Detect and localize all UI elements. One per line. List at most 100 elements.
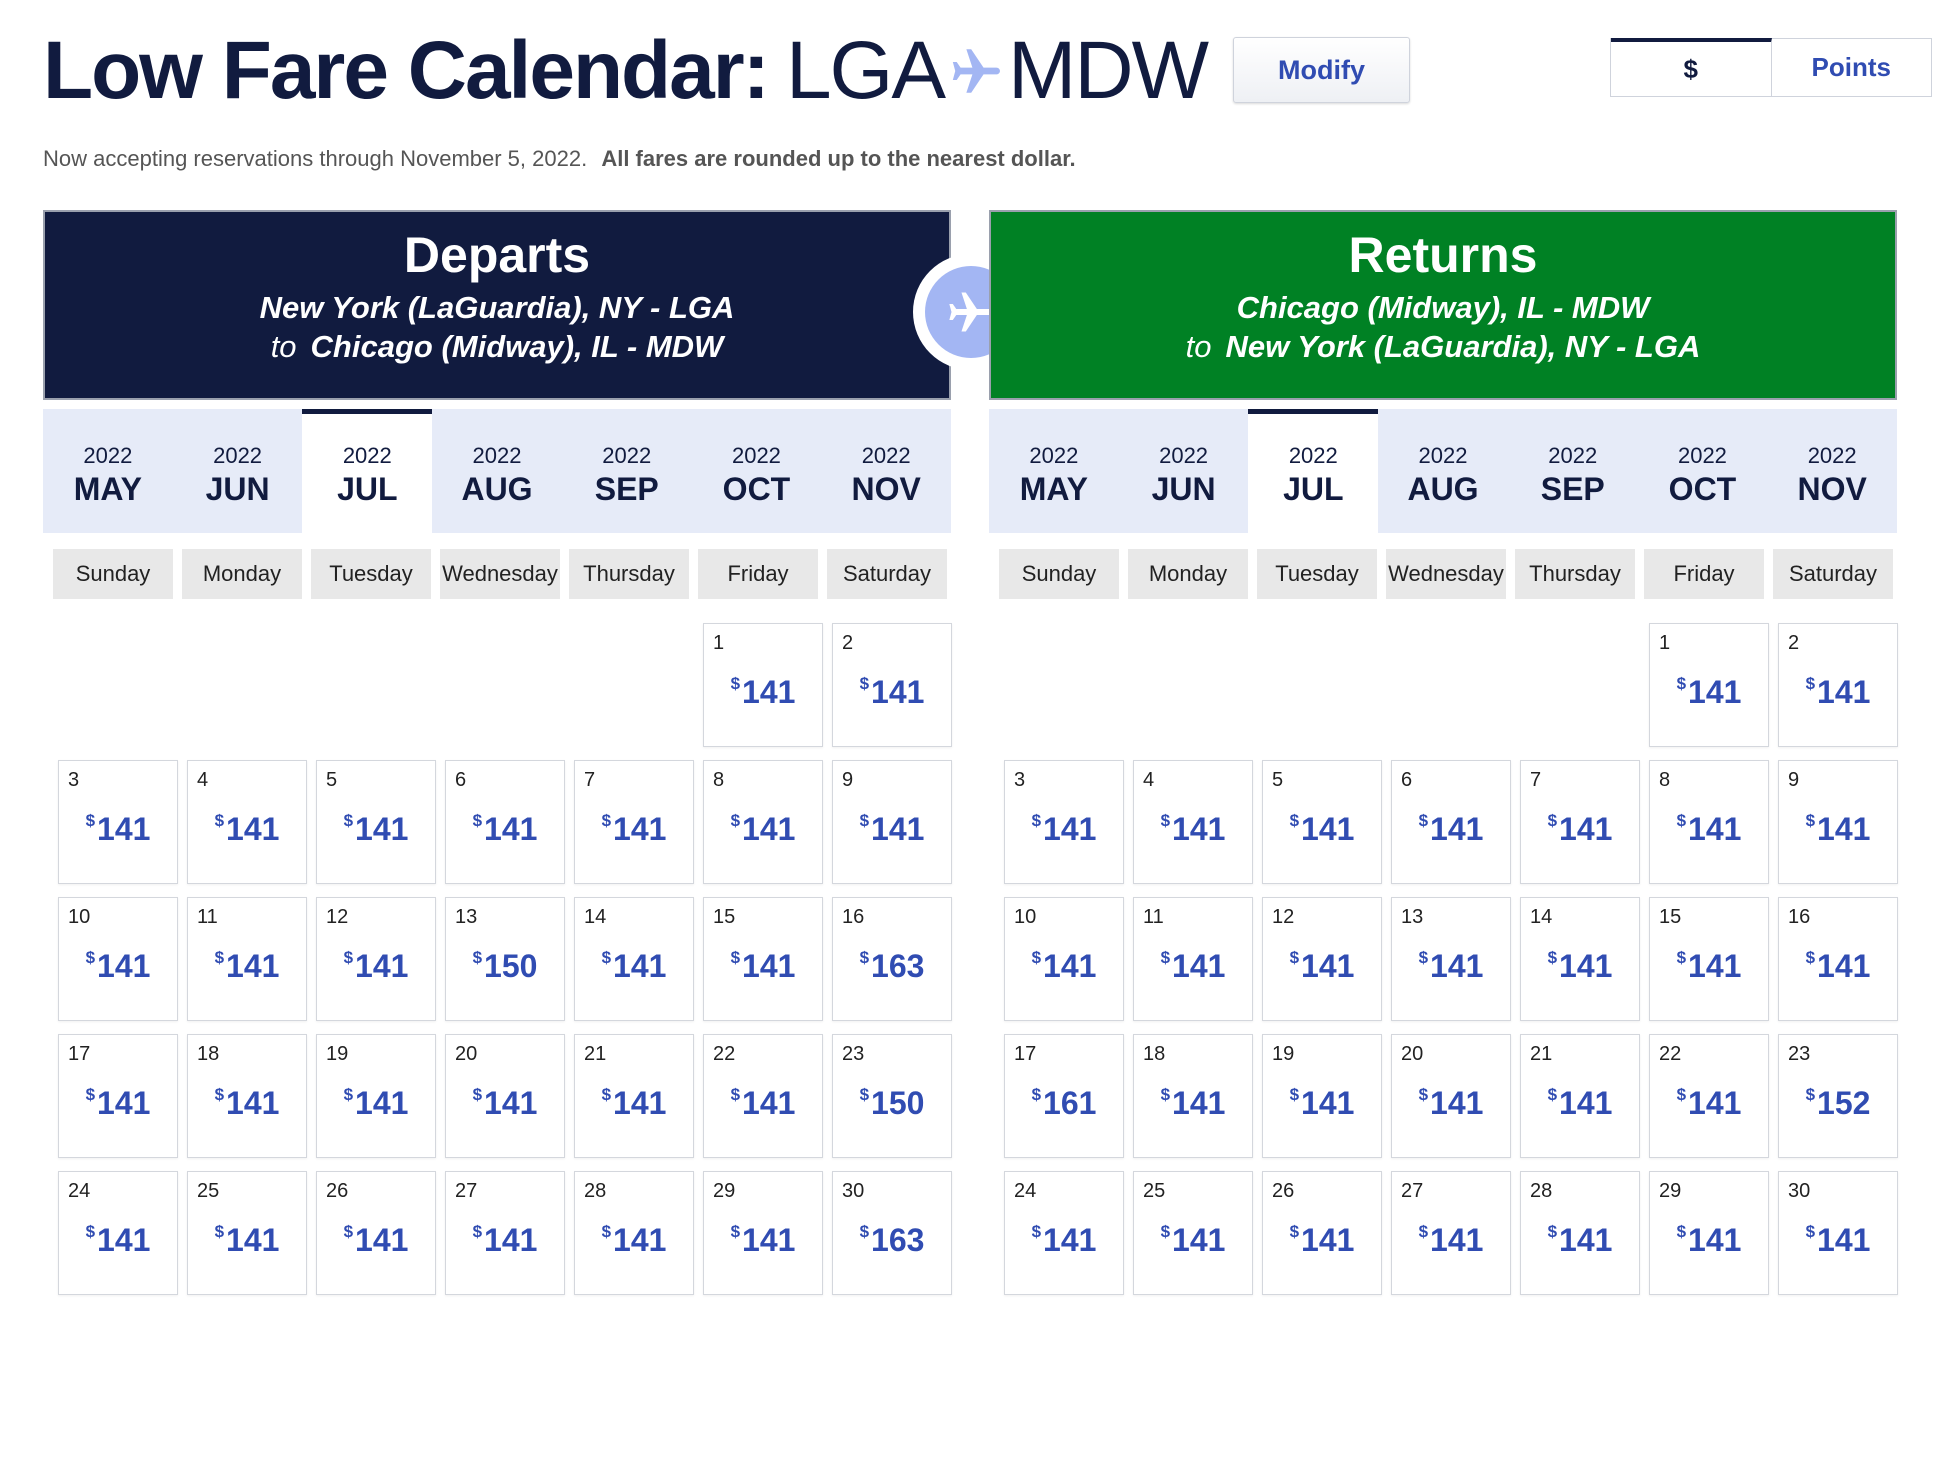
calendar-day[interactable]: 4 $141 <box>1133 760 1253 884</box>
calendar-day[interactable]: 20 $141 <box>445 1034 565 1158</box>
calendar-day[interactable]: 2 $141 <box>1778 623 1898 747</box>
calendar-day[interactable]: 28 $141 <box>574 1171 694 1295</box>
calendar-day[interactable]: 10 $141 <box>58 897 178 1021</box>
calendar-day[interactable]: 11 $141 <box>187 897 307 1021</box>
calendar-day[interactable]: 24 $141 <box>1004 1171 1124 1295</box>
points-option[interactable]: Points <box>1811 52 1891 82</box>
calendar-day[interactable]: 23 $150 <box>832 1034 952 1158</box>
calendar-day[interactable]: 17 $161 <box>1004 1034 1124 1158</box>
currency-symbol: $ <box>85 1222 96 1241</box>
calendar-day[interactable]: 24 $141 <box>58 1171 178 1295</box>
fare-price: $141 <box>1650 811 1768 848</box>
month-tab-oct[interactable]: 2022 OCT <box>692 409 822 533</box>
calendar-day[interactable]: 21 $141 <box>1520 1034 1640 1158</box>
calendar-day[interactable]: 25 $141 <box>1133 1171 1253 1295</box>
fare-amount: 141 <box>1430 1222 1484 1258</box>
calendar-day[interactable]: 3 $141 <box>1004 760 1124 884</box>
day-number: 6 <box>455 769 467 791</box>
calendar-day[interactable]: 22 $141 <box>703 1034 823 1158</box>
calendar-blank <box>1391 623 1511 747</box>
calendar-day[interactable]: 14 $141 <box>574 897 694 1021</box>
month-tab-aug[interactable]: 2022 AUG <box>432 409 562 533</box>
calendar-day[interactable]: 15 $141 <box>1649 897 1769 1021</box>
calendar-day[interactable]: 29 $141 <box>1649 1171 1769 1295</box>
month-tab-label: NOV <box>1797 471 1867 507</box>
calendar-day[interactable]: 26 $141 <box>316 1171 436 1295</box>
calendar-day[interactable]: 7 $141 <box>574 760 694 884</box>
calendar-day[interactable]: 19 $141 <box>316 1034 436 1158</box>
currency-symbol: $ <box>601 1085 612 1104</box>
calendar-day[interactable]: 16 $141 <box>1778 897 1898 1021</box>
calendar-day[interactable]: 28 $141 <box>1520 1171 1640 1295</box>
fare-amount: 141 <box>1688 811 1742 847</box>
month-tab-sep[interactable]: 2022 SEP <box>562 409 692 533</box>
calendar-day[interactable]: 2 $141 <box>832 623 952 747</box>
month-tab-jul[interactable]: 2022 JUL <box>1248 409 1379 533</box>
weekday-monday: Monday <box>182 549 302 599</box>
fare-amount: 141 <box>1043 811 1097 847</box>
month-tab-nov[interactable]: 2022 NOV <box>821 409 951 533</box>
departs-weekday-header: Sunday Monday Tuesday Wednesday Thursday Frid… <box>53 549 951 599</box>
calendar-day[interactable]: 6 $141 <box>1391 760 1511 884</box>
month-tab-nov[interactable]: 2022 NOV <box>1767 409 1897 533</box>
calendar-day[interactable]: 30 $141 <box>1778 1171 1898 1295</box>
calendar-day[interactable]: 30 $163 <box>832 1171 952 1295</box>
calendar-day[interactable]: 1 $141 <box>1649 623 1769 747</box>
calendar-day[interactable]: 13 $150 <box>445 897 565 1021</box>
month-tab-jun[interactable]: 2022 JUN <box>173 409 303 533</box>
month-tab-oct[interactable]: 2022 OCT <box>1638 409 1768 533</box>
month-tab-jun[interactable]: 2022 JUN <box>1119 409 1249 533</box>
calendar-day[interactable]: 15 $141 <box>703 897 823 1021</box>
calendar-day[interactable]: 12 $141 <box>1262 897 1382 1021</box>
returns-banner: Returns Chicago (Midway), IL - MDW to New… <box>989 210 1897 400</box>
calendar-day[interactable]: 5 $141 <box>316 760 436 884</box>
calendar-day[interactable]: 3 $141 <box>58 760 178 884</box>
month-tab-year: 2022 <box>1677 443 1727 468</box>
calendar-day[interactable]: 7 $141 <box>1520 760 1640 884</box>
calendar-day[interactable]: 29 $141 <box>703 1171 823 1295</box>
calendar-day[interactable]: 20 $141 <box>1391 1034 1511 1158</box>
calendar-day[interactable]: 10 $141 <box>1004 897 1124 1021</box>
calendar-day[interactable]: 18 $141 <box>1133 1034 1253 1158</box>
fare-amount: 141 <box>1172 1085 1226 1121</box>
dollars-option[interactable]: $ <box>1611 38 1772 96</box>
calendar-day[interactable]: 27 $141 <box>1391 1171 1511 1295</box>
calendar-day[interactable]: 16 $163 <box>832 897 952 1021</box>
month-tab-sep[interactable]: 2022 SEP <box>1508 409 1638 533</box>
calendar-day[interactable]: 27 $141 <box>445 1171 565 1295</box>
calendar-day[interactable]: 18 $141 <box>187 1034 307 1158</box>
currency-symbol: $ <box>859 811 870 830</box>
calendar-day[interactable]: 22 $141 <box>1649 1034 1769 1158</box>
modify-button[interactable]: Modify <box>1233 37 1410 103</box>
month-tab-may[interactable]: 2022 MAY <box>989 409 1119 533</box>
month-tab-may[interactable]: 2022 MAY <box>43 409 173 533</box>
calendar-day[interactable]: 8 $141 <box>703 760 823 884</box>
calendar-day[interactable]: 19 $141 <box>1262 1034 1382 1158</box>
day-number: 18 <box>1143 1043 1166 1065</box>
fare-amount: 141 <box>1301 948 1355 984</box>
calendar-day[interactable]: 23 $152 <box>1778 1034 1898 1158</box>
calendar-day[interactable]: 11 $141 <box>1133 897 1253 1021</box>
calendar-day[interactable]: 5 $141 <box>1262 760 1382 884</box>
calendar-day[interactable]: 6 $141 <box>445 760 565 884</box>
calendar-day[interactable]: 21 $141 <box>574 1034 694 1158</box>
month-tab-jul[interactable]: 2022 JUL <box>302 409 433 533</box>
calendar-day[interactable]: 1 $141 <box>703 623 823 747</box>
fare-price: $161 <box>1005 1085 1123 1122</box>
month-tab-aug[interactable]: 2022 AUG <box>1378 409 1508 533</box>
calendar-day[interactable]: 26 $141 <box>1262 1171 1382 1295</box>
calendar-day[interactable]: 13 $141 <box>1391 897 1511 1021</box>
fare-amount: 141 <box>355 948 409 984</box>
calendar-day[interactable]: 17 $141 <box>58 1034 178 1158</box>
calendar-day[interactable]: 9 $141 <box>832 760 952 884</box>
calendar-day[interactable]: 8 $141 <box>1649 760 1769 884</box>
currency-symbol: $ <box>85 948 96 967</box>
currency-symbol: $ <box>730 811 741 830</box>
calendar-day[interactable]: 12 $141 <box>316 897 436 1021</box>
calendar-day[interactable]: 14 $141 <box>1520 897 1640 1021</box>
calendar-day[interactable]: 4 $141 <box>187 760 307 884</box>
month-tab-label: AUG <box>1407 471 1479 507</box>
calendar-day[interactable]: 9 $141 <box>1778 760 1898 884</box>
fare-amount: 141 <box>355 811 409 847</box>
calendar-day[interactable]: 25 $141 <box>187 1171 307 1295</box>
